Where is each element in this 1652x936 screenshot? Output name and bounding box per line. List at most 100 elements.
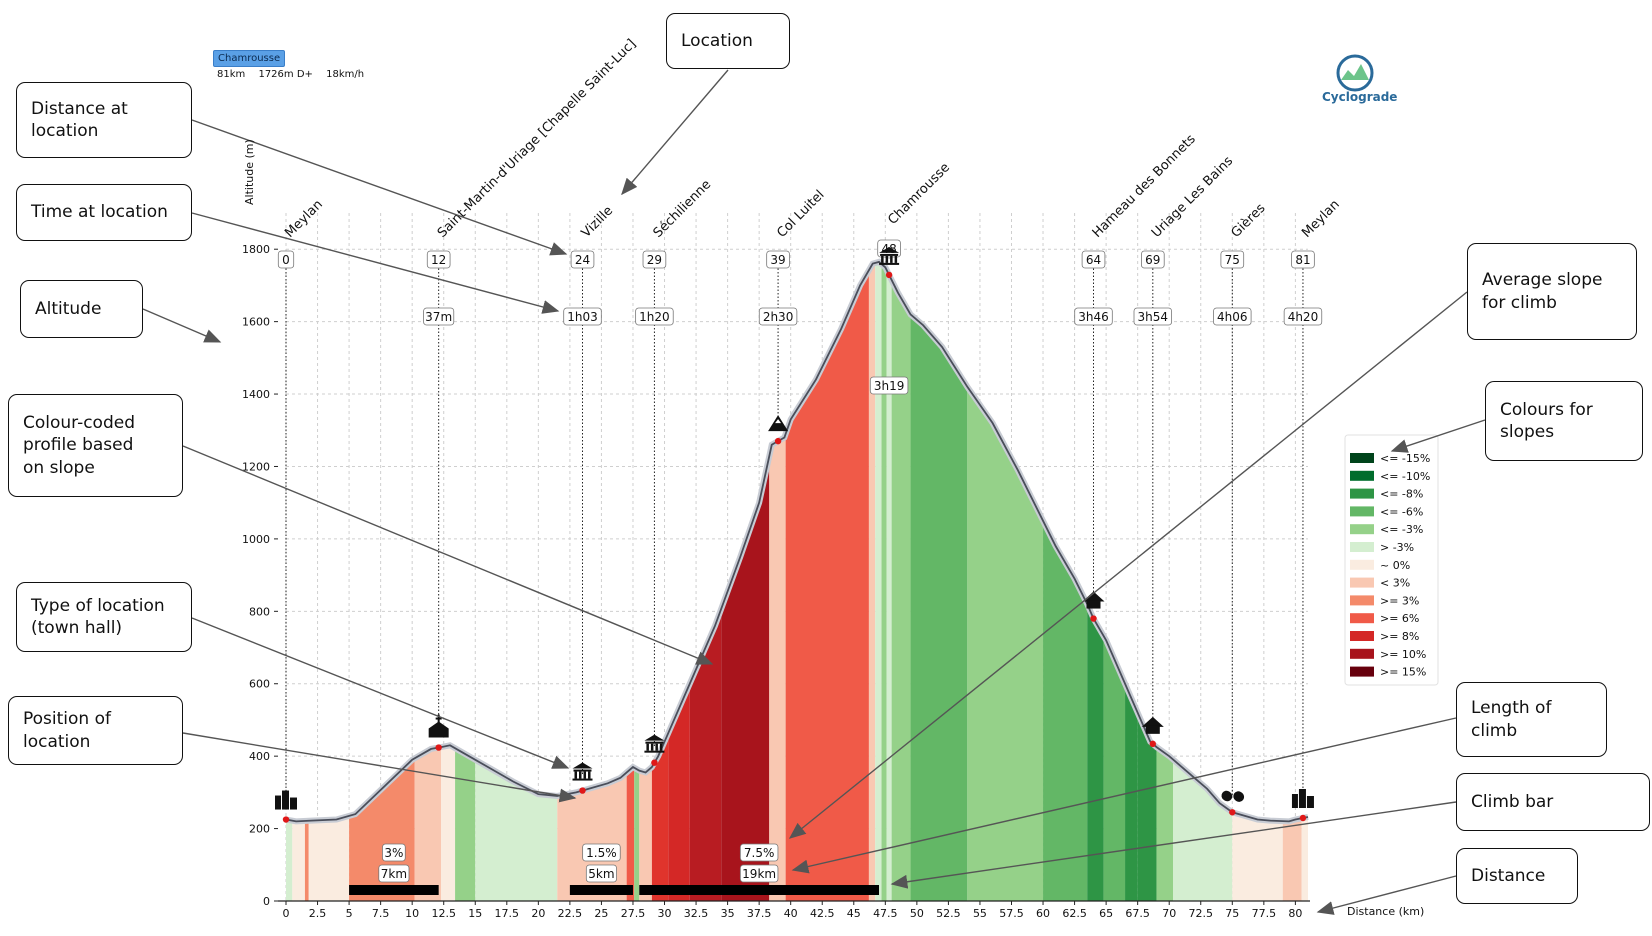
location-distance-box: [277, 250, 295, 269]
town-hall-icon: [572, 778, 593, 781]
legend-label: <= -6%: [1380, 505, 1423, 518]
legend-swatch: [1350, 470, 1374, 481]
location-point: [1229, 809, 1236, 816]
climbs: 3% 7km 1.5% 5km 7.5% 19km: [349, 843, 880, 895]
callout-arrow: [191, 617, 570, 769]
callout-colours-for-slopes: Colours for slopes: [1485, 381, 1643, 461]
location-time: 3h46: [1078, 310, 1109, 324]
x-tick-label: 5: [346, 907, 353, 920]
location-distance-box: [426, 250, 451, 269]
x-tick-label: 25: [594, 907, 608, 920]
route-speed: 18km/h: [326, 69, 365, 80]
callout-distance-at-location: Distance at location: [16, 82, 192, 158]
callout-distance: Distance: [1456, 848, 1578, 904]
location-point: [435, 744, 442, 751]
legend-label: >= 8%: [1380, 630, 1419, 643]
axes: 0 2.5 5 7.5 10 12.5 15 17.5 20 22.5 25 27.5 30 32.5 35…: [242, 243, 1310, 920]
x-tick-label: 47.5: [873, 907, 898, 920]
climb-slope-box: [739, 843, 779, 862]
location-point: [1149, 740, 1157, 748]
callout-arrow: [191, 119, 568, 256]
location-distance: 24: [575, 253, 590, 267]
climb: 3% 7km: [349, 843, 439, 895]
town-hall-icon: [644, 750, 665, 753]
brand-name: Cyclograde: [1322, 90, 1398, 104]
location-name: Séchilienne: [651, 177, 715, 241]
city-icon: [1298, 789, 1306, 809]
legend-swatch: [1350, 488, 1374, 499]
x-tick-label: 15: [468, 907, 482, 920]
route-distance: 81km: [217, 69, 246, 80]
location-time-box: [423, 307, 455, 326]
x-tick-label: 7.5: [372, 907, 390, 920]
cyclograde-logo-icon: [1336, 54, 1374, 92]
x-tick-label: 2.5: [309, 907, 327, 920]
location-distance-box: [1220, 250, 1245, 269]
town-hall-icon: [646, 743, 649, 751]
x-axis-label: Distance (km): [1347, 905, 1424, 918]
route-badge: Chamrousse: [213, 50, 286, 67]
y-tick-label: 200: [249, 823, 270, 836]
climb-bar: [569, 885, 633, 895]
x-tick-label: 37.5: [747, 907, 772, 920]
location-marker: 0 Meylan: [275, 197, 326, 823]
y-tick-label: 400: [249, 750, 270, 763]
legend-swatch: [1350, 666, 1374, 677]
city-icon: [1291, 794, 1298, 809]
town-hall-icon: [645, 741, 664, 744]
climb-length-box: [378, 864, 410, 883]
legend-label: >= 6%: [1380, 612, 1419, 625]
town-hall-icon: [574, 771, 578, 779]
location-distance: 39: [770, 253, 785, 267]
legend-label: >= 3%: [1380, 594, 1419, 607]
slope-band: [308, 261, 350, 901]
x-tick-label: 52.5: [936, 907, 961, 920]
location-name: Col Luitel: [774, 188, 827, 241]
callout-arrow: [182, 732, 577, 803]
house-icon: [1141, 716, 1164, 727]
location-time: 2h30: [763, 310, 794, 324]
legend-swatch: [1350, 453, 1374, 463]
town-hall-icon: [880, 253, 899, 256]
location-point: [774, 437, 782, 445]
town-hall-icon: [644, 734, 665, 741]
town-hall-icon: [573, 769, 592, 772]
slope-band: [875, 261, 882, 901]
y-tick-label: 1000: [242, 533, 270, 546]
climb: 1.5% 5km: [569, 843, 633, 895]
callout-arrow: [788, 291, 1468, 839]
x-tick-label: 65: [1099, 907, 1113, 920]
slope-band: [886, 261, 892, 901]
location-time: 4h06: [1217, 310, 1248, 324]
legend-label: <= -15%: [1380, 452, 1430, 465]
y-axis-label: Altitude (m): [243, 139, 256, 205]
legend-swatch: [1350, 542, 1374, 552]
legend-label: < 3%: [1380, 577, 1410, 590]
legend-label: <= -3%: [1380, 523, 1423, 536]
location-time-box: [1283, 307, 1323, 326]
legend-swatch: [1350, 559, 1374, 570]
legend-label: ~ 0%: [1380, 559, 1410, 572]
location-marker: 24 1h03 Vizille: [563, 203, 616, 794]
slope-band: [304, 261, 309, 901]
y-tick-label: 1800: [242, 243, 270, 256]
y-tick-label: 1600: [242, 316, 270, 329]
callout-arrow: [191, 212, 560, 314]
town-hall-icon: [572, 762, 593, 769]
y-tick-label: 600: [249, 678, 270, 691]
location-time-box: [1133, 307, 1173, 326]
x-tick-label: 45: [847, 907, 861, 920]
location-distance-box: [570, 250, 595, 269]
location-time: 3h54: [1138, 310, 1169, 324]
callout-colour-profile: Colour-coded profile based on slope: [8, 394, 183, 497]
location-marker: 81 4h20 Meylan: [1283, 197, 1343, 822]
location-name: Gières: [1229, 201, 1269, 241]
town-hall-icon: [588, 771, 591, 779]
climb-slope-box: [382, 843, 406, 862]
x-tick-label: 40: [784, 907, 798, 920]
legend-swatch: [1350, 631, 1374, 641]
pill-icon: [1221, 790, 1233, 802]
climb-slope: 3%: [384, 846, 403, 860]
y-tick-label: 1400: [242, 388, 270, 401]
x-tick-label: 17.5: [495, 907, 520, 920]
